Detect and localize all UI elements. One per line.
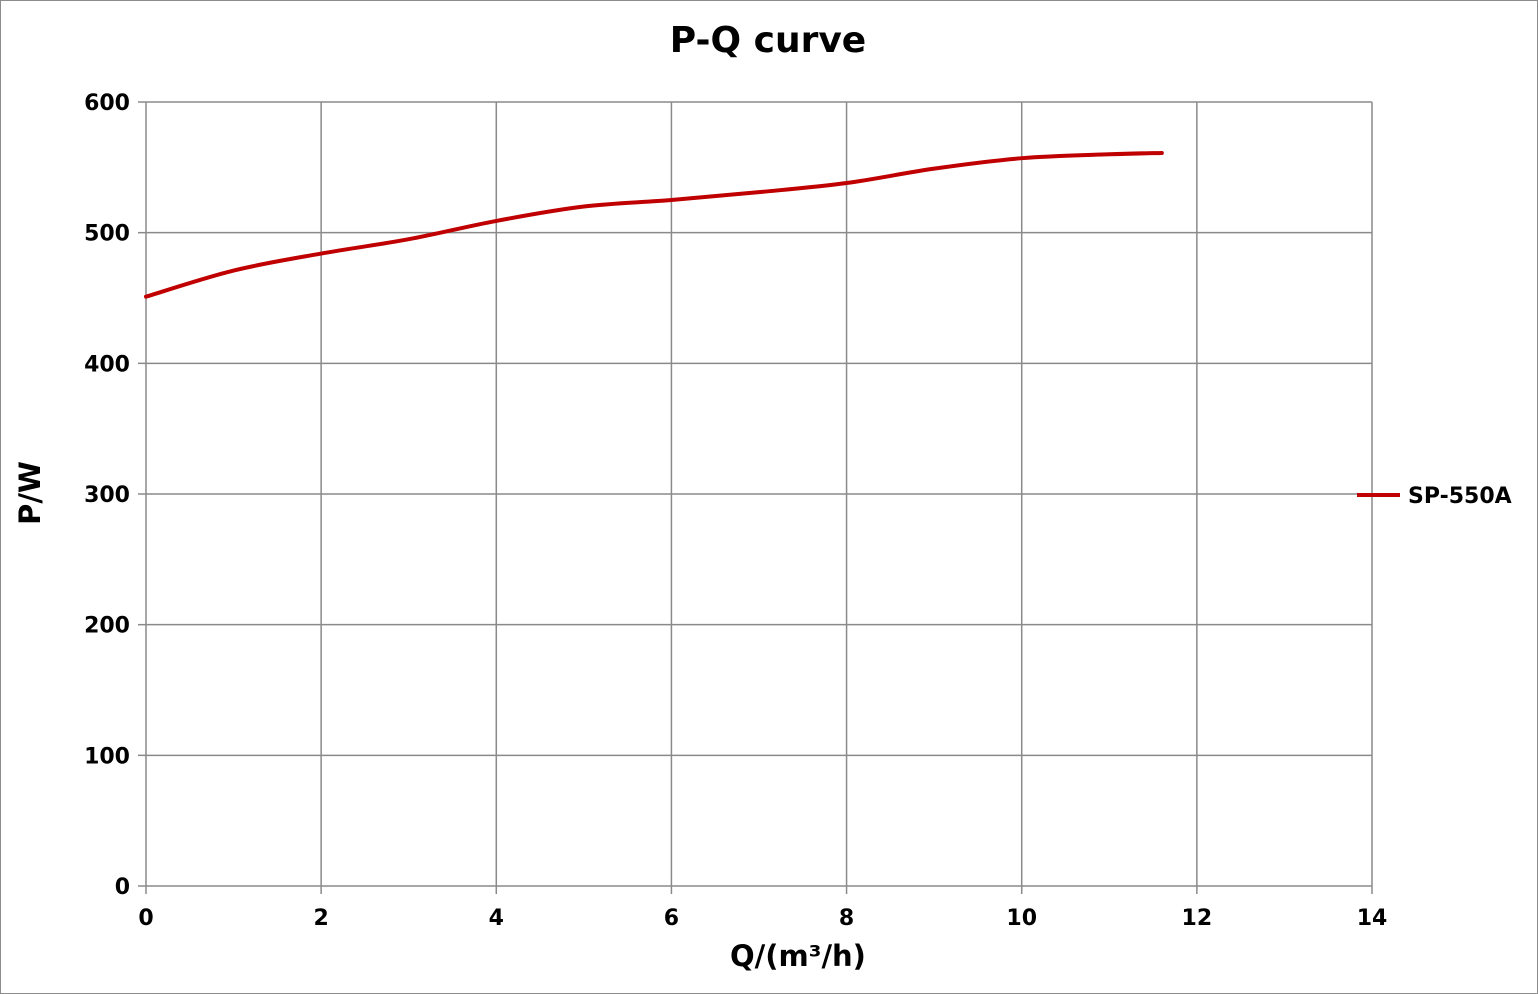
x-tick-label: 2	[313, 906, 328, 931]
x-axis-label: Q/(m³/h)	[730, 939, 866, 973]
y-tick-label: 400	[84, 352, 130, 377]
x-tick-label: 6	[664, 906, 679, 931]
x-tick-label: 8	[839, 906, 854, 931]
y-tick-label: 100	[84, 744, 130, 769]
x-tick-label: 14	[1357, 906, 1388, 931]
series-layer	[144, 150, 1164, 299]
legend: SP-550A	[1357, 484, 1512, 509]
x-tick-label: 4	[489, 906, 504, 931]
legend-label: SP-550A	[1408, 484, 1512, 509]
x-tick-label: 0	[138, 906, 153, 931]
series-line	[144, 150, 1164, 299]
y-axis-label: P/W	[13, 461, 47, 525]
y-tick-label: 500	[84, 222, 130, 247]
y-tick-labels: 0 100 200 300 400 500 600	[84, 91, 130, 900]
x-tick-labels: 0 2 4 6 8 10 12 14	[138, 906, 1387, 931]
x-tick-label: 10	[1006, 906, 1037, 931]
y-tick-label: 200	[84, 614, 130, 639]
axes	[138, 101, 1373, 894]
y-tick-label: 300	[84, 483, 130, 508]
y-tick-label: 600	[84, 91, 130, 116]
chart-title: P-Q curve	[670, 20, 866, 61]
x-tick-label: 12	[1182, 906, 1213, 931]
grid-lines	[146, 101, 1373, 886]
y-tick-label: 0	[115, 875, 130, 900]
